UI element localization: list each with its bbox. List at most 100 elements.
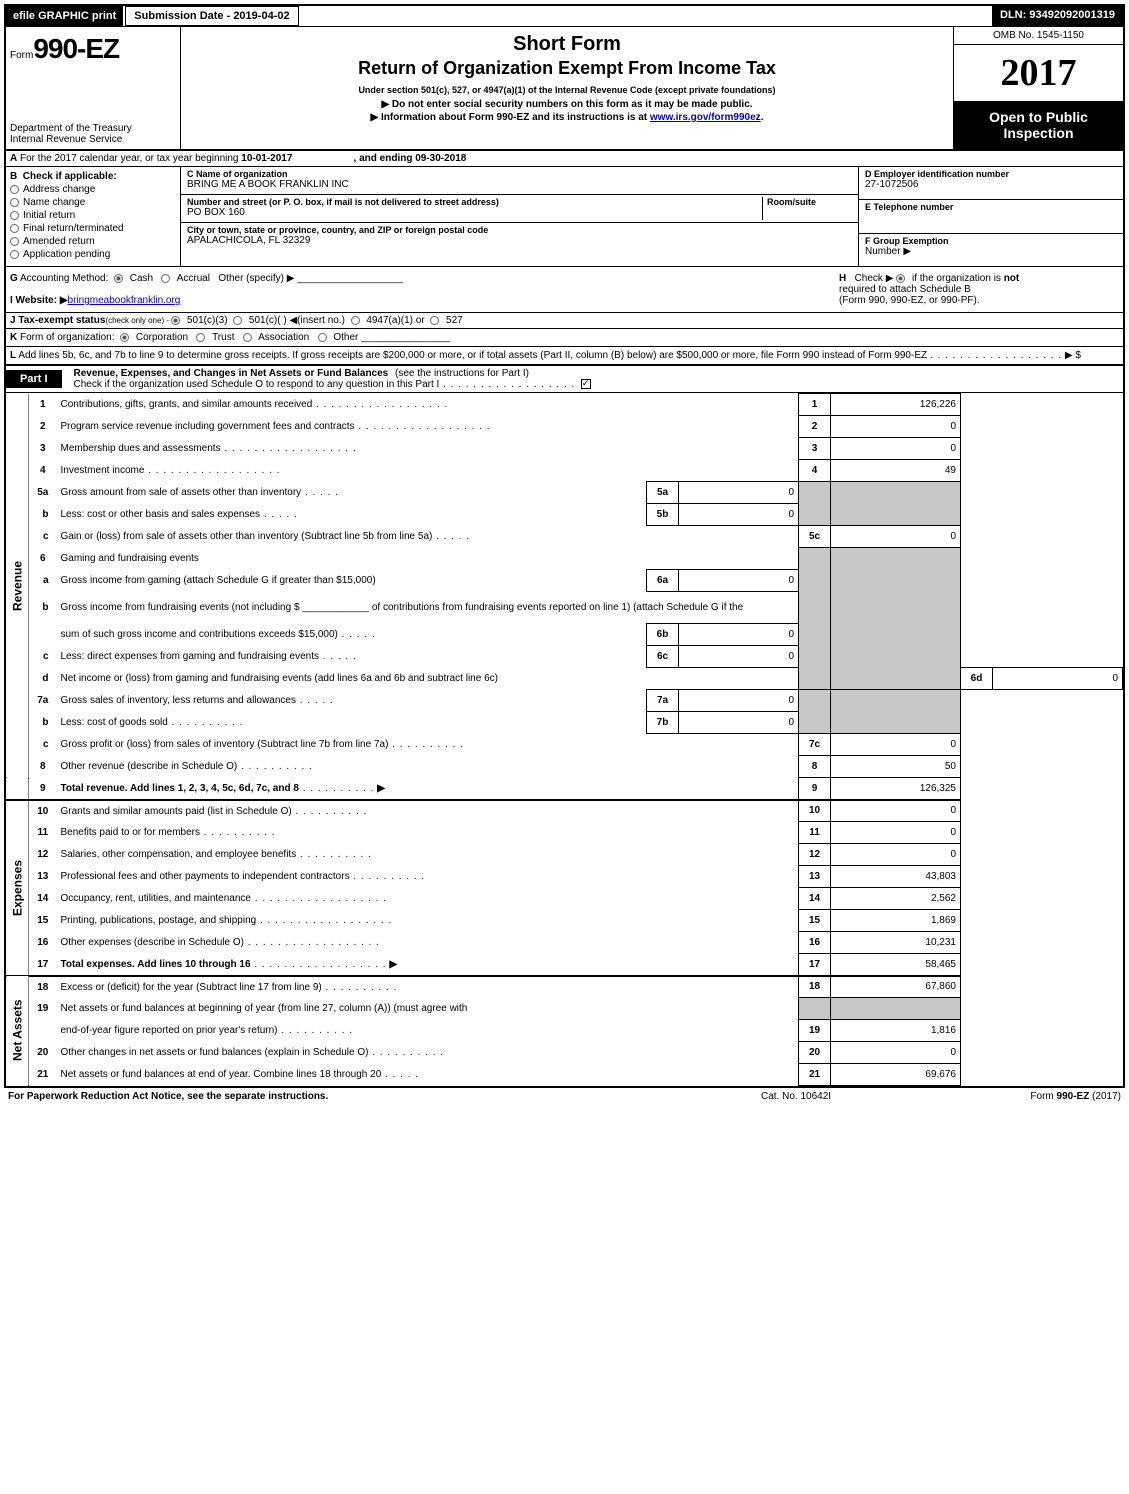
box-num: 14 — [799, 888, 831, 910]
efile-print-button[interactable]: efile GRAPHIC print — [6, 6, 123, 26]
section-expenses-label: Expenses — [6, 800, 29, 976]
chk-label: Application pending — [23, 249, 110, 260]
chk-application-pending[interactable]: Application pending — [10, 249, 176, 260]
chk-name-change[interactable]: Name change — [10, 197, 176, 208]
box-num: 8 — [799, 756, 831, 778]
mini-num: 6c — [647, 646, 679, 668]
box-val: 126,226 — [831, 394, 961, 416]
box-num: 10 — [799, 800, 831, 822]
dots-icon — [251, 959, 387, 970]
radio-icon — [10, 237, 19, 246]
title-return: Return of Organization Exempt From Incom… — [189, 58, 945, 79]
chk-label: Address change — [23, 184, 95, 195]
dots-icon — [244, 937, 380, 948]
row-gh: G Accounting Method: Cash Accrual Other … — [6, 267, 1123, 313]
box-val: 0 — [993, 668, 1123, 690]
part1-check-line: Check if the organization used Schedule … — [66, 379, 440, 390]
dots-icon — [439, 379, 575, 390]
radio-trust-icon[interactable] — [196, 333, 205, 342]
h-text3: required to attach Schedule B — [839, 284, 971, 295]
radio-cash-icon[interactable] — [114, 274, 123, 283]
line-desc: end-of-year figure reported on prior yea… — [61, 1025, 278, 1036]
radio-501c-icon[interactable] — [233, 316, 242, 325]
box-num: 2 — [799, 416, 831, 438]
radio-other-icon[interactable] — [318, 333, 327, 342]
line-num: 21 — [29, 1064, 57, 1086]
open-public-line2: Inspection — [958, 125, 1119, 141]
line-num: 2 — [29, 416, 57, 438]
line-num: 13 — [29, 866, 57, 888]
chk-amended-return[interactable]: Amended return — [10, 236, 176, 247]
footer-right: Form 990-EZ (2017) — [961, 1091, 1121, 1102]
g-cash: Cash — [130, 273, 153, 284]
chk-address-change[interactable]: Address change — [10, 184, 176, 195]
k-other: Other — [333, 332, 358, 343]
mini-num: 7b — [647, 712, 679, 734]
line-num: 15 — [29, 910, 57, 932]
website-link[interactable]: bringmeabookfranklin.org — [68, 295, 181, 306]
schedule-o-checkbox[interactable] — [581, 379, 591, 389]
box-num: 4 — [799, 460, 831, 482]
radio-icon — [10, 198, 19, 207]
line-18: Net Assets 18 Excess or (deficit) for th… — [6, 976, 1123, 998]
line-desc: Gross amount from sale of assets other t… — [61, 487, 302, 498]
cell-city: City or town, state or province, country… — [181, 223, 858, 266]
line-7a: 7a Gross sales of inventory, less return… — [6, 690, 1123, 712]
box-num: 6d — [961, 668, 993, 690]
mini-num: 7a — [647, 690, 679, 712]
radio-527-icon[interactable] — [430, 316, 439, 325]
dots-icon — [301, 487, 339, 498]
grey-box — [831, 482, 961, 526]
radio-501c3-icon[interactable] — [171, 316, 180, 325]
box-num: 18 — [799, 976, 831, 998]
box-num: 19 — [799, 1020, 831, 1042]
label-c-name: C Name of organization — [187, 169, 852, 179]
line-desc: Net assets or fund balances at beginning… — [61, 1003, 468, 1014]
topbar-spacer — [299, 6, 992, 26]
grey-box — [831, 690, 961, 734]
dots-icon — [381, 1069, 419, 1080]
radio-h-icon[interactable] — [896, 274, 905, 283]
footer-left: For Paperwork Reduction Act Notice, see … — [8, 1091, 761, 1102]
line-7c: c Gross profit or (loss) from sales of i… — [6, 734, 1123, 756]
dln-field: DLN: 93492092001319 — [992, 6, 1123, 26]
mini-val: 0 — [679, 712, 799, 734]
line-desc: Gross income from gaming (attach Schedul… — [61, 575, 376, 586]
line-desc: Excess or (deficit) for the year (Subtra… — [61, 982, 322, 993]
dots-icon — [296, 695, 334, 706]
mini-val: 0 — [679, 646, 799, 668]
chk-final-return[interactable]: Final return/terminated — [10, 223, 176, 234]
line-desc: Less: cost or other basis and sales expe… — [61, 509, 261, 520]
radio-assoc-icon[interactable] — [243, 333, 252, 342]
info-suffix: . — [761, 112, 764, 123]
radio-icon — [10, 211, 19, 220]
ein-value: 27-1072506 — [865, 179, 1117, 190]
submission-date: Submission Date - 2019-04-02 — [125, 6, 298, 26]
form-number-block: Form990-EZ — [6, 27, 180, 65]
line-19-2: end-of-year figure reported on prior yea… — [6, 1020, 1123, 1042]
box-val: 0 — [831, 734, 961, 756]
mini-num: 6a — [647, 570, 679, 592]
radio-accrual-icon[interactable] — [161, 274, 170, 283]
box-val: 49 — [831, 460, 961, 482]
line-num: 17 — [29, 954, 57, 976]
grey-box — [799, 998, 831, 1020]
radio-4947-icon[interactable] — [351, 316, 360, 325]
grey-box — [831, 548, 961, 690]
line-desc: Other expenses (describe in Schedule O) — [61, 937, 244, 948]
chk-initial-return[interactable]: Initial return — [10, 210, 176, 221]
box-num: 7c — [799, 734, 831, 756]
col-b-header: Check if applicable: — [23, 171, 117, 182]
line-num: 16 — [29, 932, 57, 954]
col-def: D Employer identification number 27-1072… — [858, 167, 1123, 266]
radio-corp-icon[interactable] — [120, 333, 129, 342]
line-desc: Occupancy, rent, utilities, and maintena… — [61, 893, 251, 904]
line-10: Expenses 10 Grants and similar amounts p… — [6, 800, 1123, 822]
box-val: 69,676 — [831, 1064, 961, 1086]
street-value: PO BOX 160 — [187, 207, 762, 218]
k-trust: Trust — [212, 332, 234, 343]
box-num: 20 — [799, 1042, 831, 1064]
line-num: 4 — [29, 460, 57, 482]
irs-link[interactable]: www.irs.gov/form990ez — [650, 112, 761, 123]
form-prefix: Form — [10, 50, 33, 61]
